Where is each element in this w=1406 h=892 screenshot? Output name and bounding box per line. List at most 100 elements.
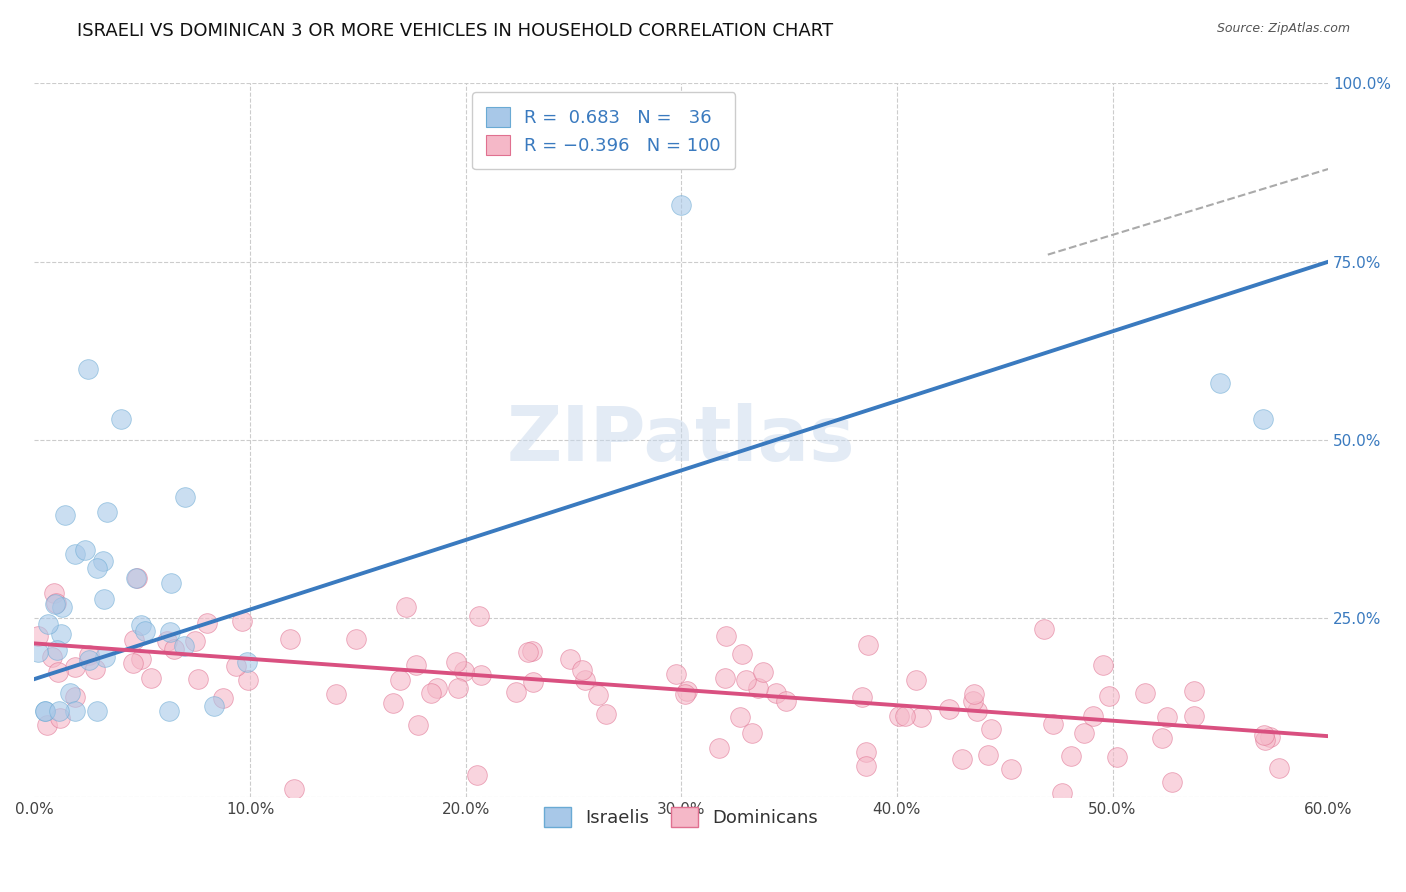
Point [1161,775,1184,789]
Point [1050,786,1073,800]
Point [139,671,162,685]
Point [571,663,593,677]
Point [950,752,973,766]
Point [467,768,489,782]
Point [963,687,986,701]
Point [522,644,544,658]
Point [1091,658,1114,673]
Point [747,681,769,696]
Point [716,629,738,643]
Point [48,704,70,718]
Point [51,600,73,615]
Point [42,586,65,600]
Legend: Israelis, Dominicans: Israelis, Dominicans [537,800,825,834]
Point [709,741,731,756]
Point [86,561,108,575]
Point [96,505,118,519]
Point [48,711,70,725]
Point [775,693,797,707]
Point [173,639,195,653]
Point [65,547,87,561]
Point [1152,731,1174,745]
Point [225,659,247,673]
Point [558,652,581,666]
Point [1253,411,1275,425]
Point [1253,733,1275,747]
Point [381,696,404,710]
Point [741,726,763,740]
Point [34,704,56,718]
Point [283,781,305,796]
Point [1098,689,1121,703]
Point [447,681,470,695]
Point [962,694,984,708]
Point [1060,749,1083,764]
Point [48,665,70,680]
Point [1184,684,1206,698]
Point [938,702,960,716]
Point [65,704,87,718]
Point [406,718,429,732]
Point [1268,761,1291,775]
Point [470,667,492,681]
Point [84,662,107,676]
Point [37,616,59,631]
Point [41,649,63,664]
Text: ZIPatlas: ZIPatlas [508,403,856,477]
Point [1107,750,1129,764]
Point [714,671,737,685]
Point [586,688,609,702]
Point [325,687,347,701]
Point [444,655,467,669]
Point [197,615,219,630]
Point [1133,686,1156,700]
Point [159,625,181,640]
Point [125,571,148,585]
Point [134,624,156,638]
Point [574,673,596,688]
Point [851,690,873,705]
Point [86,704,108,718]
Point [855,759,877,773]
Point [94,650,117,665]
Point [1184,708,1206,723]
Text: Source: ZipAtlas.com: Source: ZipAtlas.com [1216,22,1350,36]
Point [129,651,152,665]
Point [765,686,787,700]
Point [1209,376,1232,390]
Point [55,508,77,523]
Point [93,554,115,568]
Point [673,687,696,701]
Point [160,576,183,591]
Point [37,718,59,732]
Point [889,709,911,723]
Point [1156,710,1178,724]
Point [905,673,928,688]
Point [1253,728,1275,742]
Point [125,570,148,584]
Point [75,543,97,558]
Point [1260,730,1282,744]
Point [1042,717,1064,731]
Point [51,626,73,640]
Point [129,617,152,632]
Point [174,490,197,504]
Point [966,704,988,718]
Point [236,655,259,669]
Point [77,653,100,667]
Point [46,643,69,657]
Point [77,648,100,662]
Point [468,608,491,623]
Point [453,665,475,679]
Point [163,641,186,656]
Point [184,633,207,648]
Point [34,704,56,718]
Text: ISRAELI VS DOMINICAN 3 OR MORE VEHICLES IN HOUSEHOLD CORRELATION CHART: ISRAELI VS DOMINICAN 3 OR MORE VEHICLES … [77,22,834,40]
Point [278,632,301,646]
Point [1081,708,1104,723]
Point [980,722,1002,736]
Point [395,599,418,614]
Point [157,704,180,718]
Point [122,656,145,670]
Point [894,708,917,723]
